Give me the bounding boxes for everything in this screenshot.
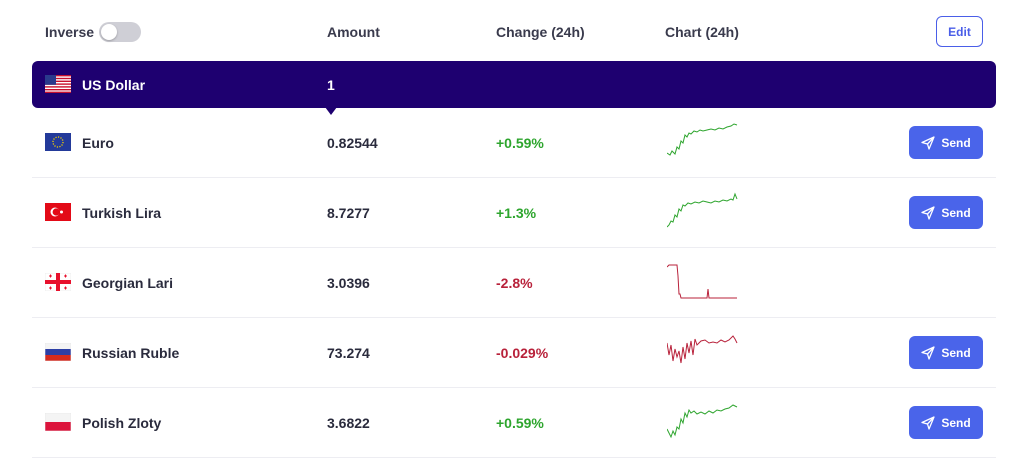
send-button[interactable]: Send [909,196,983,229]
paper-plane-icon [921,415,935,430]
send-button[interactable]: Send [909,126,983,159]
paper-plane-icon [921,345,935,360]
inverse-toggle[interactable] [99,22,141,42]
chart-column-header: Chart (24h) [665,24,739,40]
currency-name: Russian Ruble [82,345,180,361]
ge-flag-icon [45,273,71,291]
sparkline-chart [667,335,738,364]
base-currency-amount[interactable]: 1 [327,77,335,93]
toggle-knob [101,24,117,40]
currency-amount: 3.6822 [327,415,370,431]
currency-name: Polish Zloty [82,415,162,431]
base-row-pointer [325,107,337,115]
table-header: Inverse Amount Change (24h) Chart (24h) … [0,0,1024,61]
currency-amount: 0.82544 [327,135,378,151]
currency-change: +0.59% [496,415,544,431]
send-label: Send [941,135,971,150]
currency-name: Georgian Lari [82,275,174,291]
amount-column-header: Amount [327,24,380,40]
currency-row-polish-zloty[interactable]: Polish Zloty 3.6822 +0.59% Send [32,388,996,458]
us-flag-icon [45,75,71,93]
currency-amount: 3.0396 [327,275,370,291]
sparkline-chart [667,123,738,156]
pl-flag-icon [45,413,71,431]
currency-row-georgian-lari[interactable]: Georgian Lari 3.0396 -2.8% [32,248,996,318]
currency-row-russian-ruble[interactable]: Russian Ruble 73.274 -0.029% Send [32,318,996,388]
currency-row-euro[interactable]: Euro 0.82544 +0.59% Send [32,108,996,178]
sparkline-chart [667,264,737,299]
send-label: Send [941,415,971,430]
currency-amount: 8.7277 [327,205,370,221]
currency-amount: 73.274 [327,345,370,361]
send-button[interactable]: Send [909,406,983,439]
eu-flag-icon [45,133,71,151]
inverse-label: Inverse [45,24,95,40]
send-label: Send [941,205,971,220]
paper-plane-icon [921,205,935,220]
send-button[interactable]: Send [909,336,983,369]
currency-change: +1.3% [496,205,537,221]
currency-change: -2.8% [496,275,533,291]
base-currency-name: US Dollar [82,77,146,93]
sparkline-chart [667,192,738,228]
currency-name: Euro [82,135,114,151]
currency-change: -0.029% [496,345,549,361]
tr-flag-icon [45,203,71,221]
currency-row-turkish-lira[interactable]: Turkish Lira 8.7277 +1.3% Send [32,178,996,248]
change-column-header: Change (24h) [496,24,585,40]
base-currency-row[interactable]: US Dollar 1 [32,61,996,108]
currency-name: Turkish Lira [82,205,162,221]
ru-flag-icon [45,343,71,361]
paper-plane-icon [921,135,935,150]
edit-button[interactable]: Edit [936,16,983,47]
sparkline-chart [667,404,738,439]
currency-change: +0.59% [496,135,544,151]
send-label: Send [941,345,971,360]
